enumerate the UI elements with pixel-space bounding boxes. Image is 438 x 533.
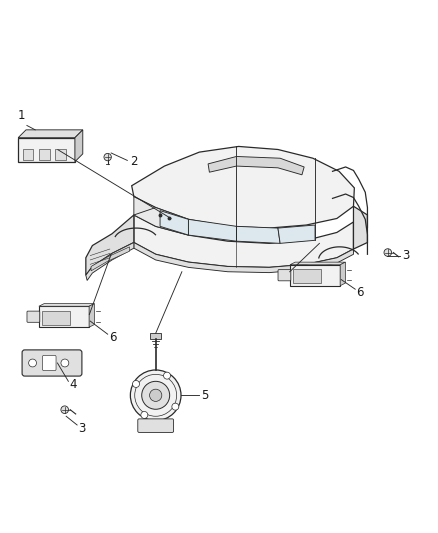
Circle shape <box>28 359 36 367</box>
Polygon shape <box>134 215 353 268</box>
FancyBboxPatch shape <box>138 419 173 432</box>
Circle shape <box>61 359 69 367</box>
Polygon shape <box>89 304 94 327</box>
Polygon shape <box>208 157 304 175</box>
Polygon shape <box>290 262 346 265</box>
FancyBboxPatch shape <box>150 333 161 340</box>
Polygon shape <box>86 243 134 280</box>
FancyBboxPatch shape <box>42 311 70 325</box>
Polygon shape <box>134 207 188 235</box>
Circle shape <box>133 381 140 387</box>
Circle shape <box>43 359 51 367</box>
Circle shape <box>141 411 148 418</box>
Text: 6: 6 <box>110 331 117 344</box>
FancyBboxPatch shape <box>39 149 49 159</box>
Text: 3: 3 <box>78 422 85 435</box>
Polygon shape <box>188 220 237 241</box>
FancyBboxPatch shape <box>39 306 89 327</box>
Circle shape <box>131 370 181 421</box>
FancyBboxPatch shape <box>22 350 82 376</box>
FancyBboxPatch shape <box>22 149 33 159</box>
Circle shape <box>163 372 170 379</box>
FancyBboxPatch shape <box>42 356 56 370</box>
FancyBboxPatch shape <box>55 149 66 159</box>
Polygon shape <box>160 211 188 235</box>
Text: 2: 2 <box>131 155 138 168</box>
Polygon shape <box>86 215 134 275</box>
Polygon shape <box>134 197 155 227</box>
Polygon shape <box>353 206 367 249</box>
Polygon shape <box>91 247 130 271</box>
FancyBboxPatch shape <box>293 270 321 283</box>
Circle shape <box>150 389 162 401</box>
Circle shape <box>384 249 392 256</box>
Circle shape <box>142 381 170 409</box>
Polygon shape <box>278 225 315 244</box>
FancyBboxPatch shape <box>290 265 340 286</box>
FancyBboxPatch shape <box>18 138 75 161</box>
Text: 3: 3 <box>403 249 410 262</box>
Polygon shape <box>340 262 346 286</box>
Polygon shape <box>132 147 354 228</box>
Polygon shape <box>18 130 83 138</box>
Text: 1: 1 <box>18 109 25 123</box>
Text: 4: 4 <box>70 378 77 391</box>
Circle shape <box>104 154 111 161</box>
FancyBboxPatch shape <box>278 270 291 281</box>
Text: 6: 6 <box>357 286 364 299</box>
Polygon shape <box>237 227 280 244</box>
FancyBboxPatch shape <box>27 311 40 322</box>
Polygon shape <box>75 130 83 161</box>
Circle shape <box>61 406 68 414</box>
Polygon shape <box>134 243 353 272</box>
Circle shape <box>172 403 179 410</box>
Text: 5: 5 <box>201 389 209 402</box>
Polygon shape <box>39 304 94 306</box>
